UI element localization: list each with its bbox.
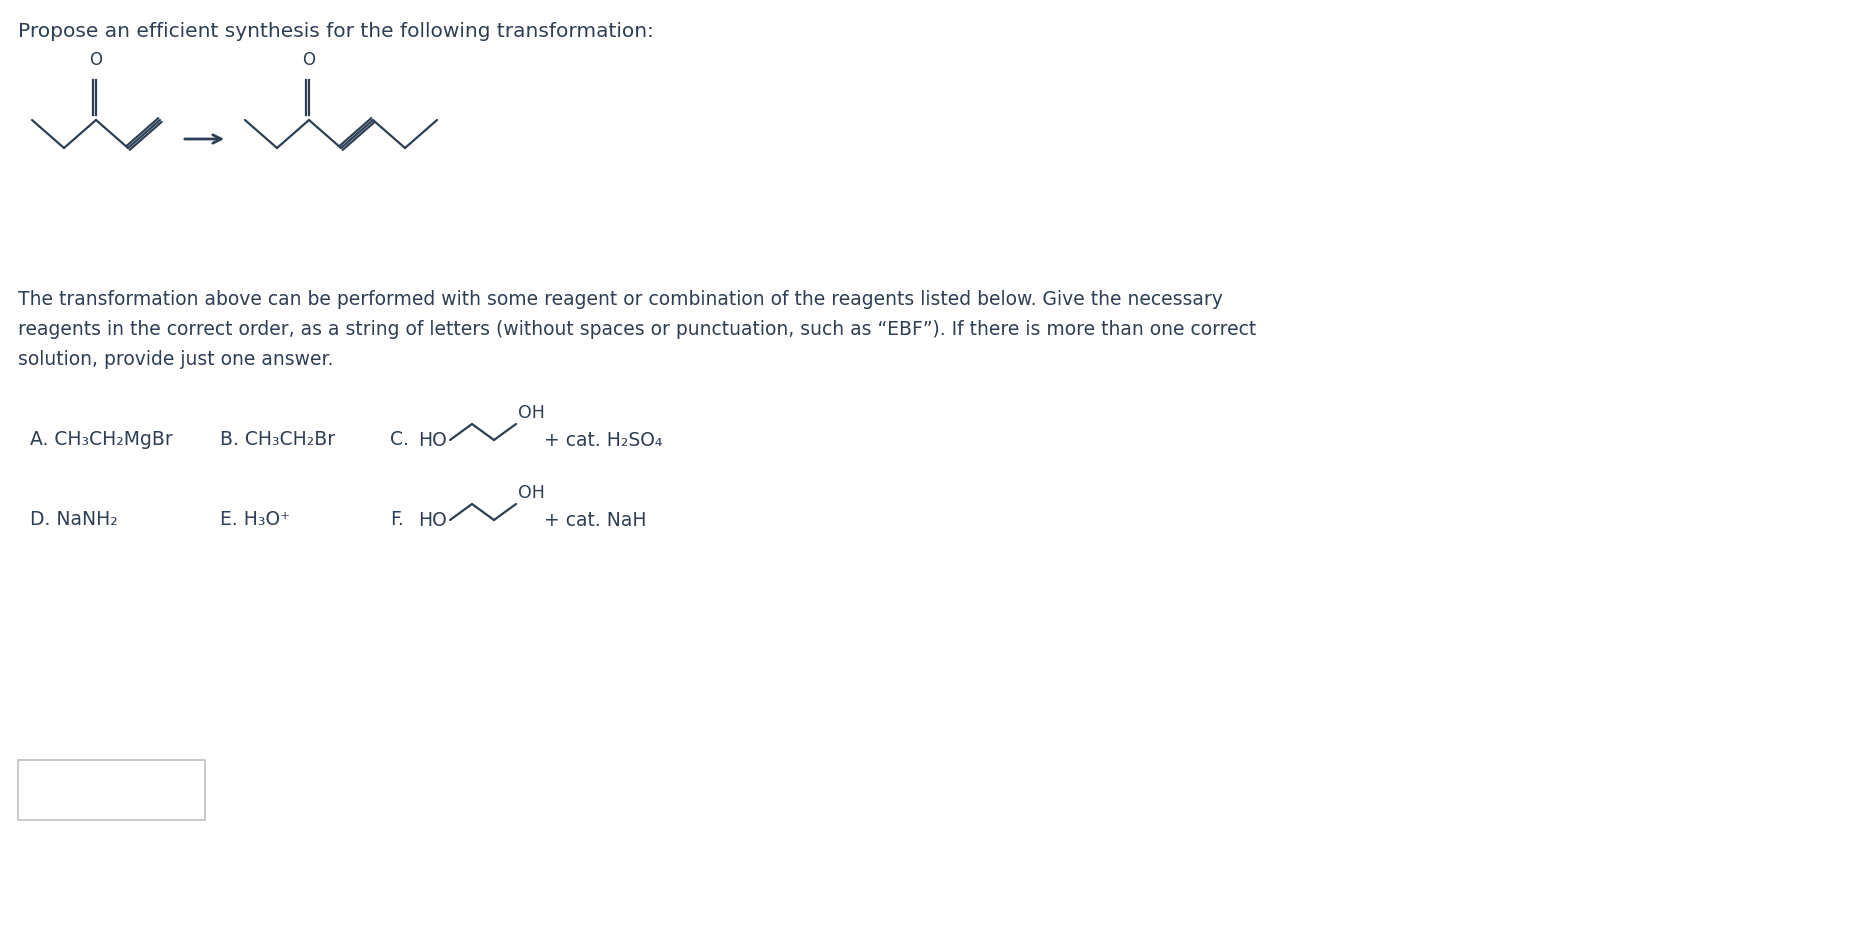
Text: + cat. H₂SO₄: + cat. H₂SO₄ [545, 431, 662, 449]
Text: A. CH₃CH₂MgBr: A. CH₃CH₂MgBr [30, 430, 174, 449]
Text: The transformation above can be performed with some reagent or combination of th: The transformation above can be performe… [19, 290, 1222, 309]
Text: OH: OH [519, 484, 545, 502]
Text: B. CH₃CH₂Br: B. CH₃CH₂Br [220, 430, 336, 449]
Text: Propose an efficient synthesis for the following transformation:: Propose an efficient synthesis for the f… [19, 22, 653, 41]
Text: O: O [302, 51, 315, 69]
Text: D. NaNH₂: D. NaNH₂ [30, 510, 118, 529]
Text: solution, provide just one answer.: solution, provide just one answer. [19, 350, 334, 369]
Text: OH: OH [519, 404, 545, 422]
Text: reagents in the correct order, as a string of letters (without spaces or punctua: reagents in the correct order, as a stri… [19, 320, 1256, 339]
Text: + cat. NaH: + cat. NaH [545, 510, 646, 530]
Text: C.: C. [390, 430, 409, 449]
Text: E. H₃O⁺: E. H₃O⁺ [220, 510, 289, 529]
Text: HO: HO [418, 510, 446, 530]
Text: O: O [90, 51, 103, 69]
Bar [19, 760, 205, 820]
Text: HO: HO [418, 431, 446, 449]
Text: F.: F. [390, 510, 403, 529]
